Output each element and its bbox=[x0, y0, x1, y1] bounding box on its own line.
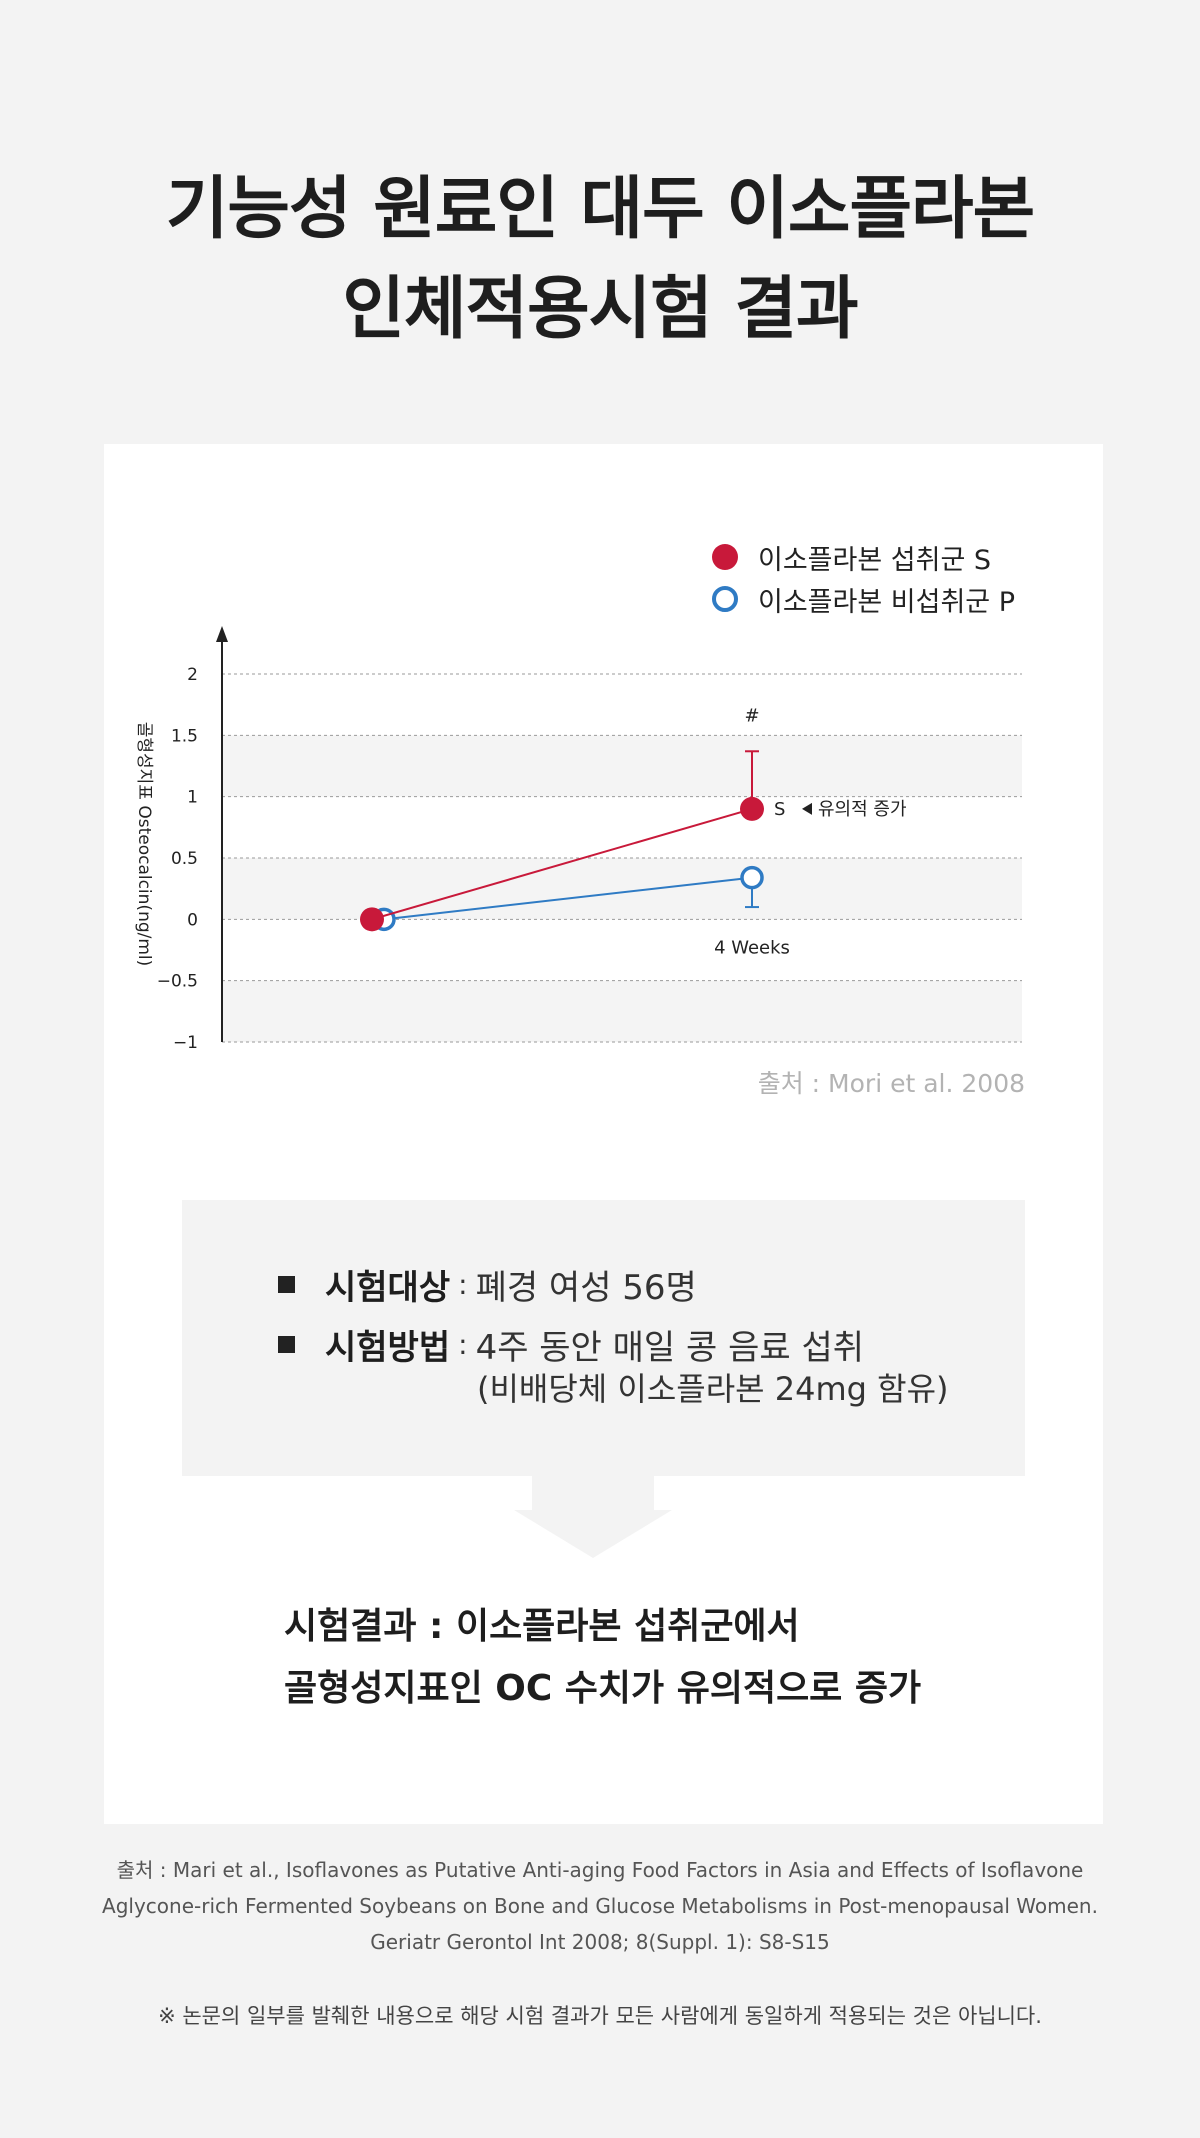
page-title-line1: 기능성 원료인 대두 이소플라본 bbox=[165, 170, 1035, 249]
grid-bands bbox=[222, 735, 1022, 1042]
trial-subject-row: 시험대상 : 폐경 여성 56명 bbox=[278, 1260, 697, 1309]
series-s bbox=[360, 750, 764, 932]
y-tick-label: −0.5 bbox=[157, 972, 198, 992]
y-tick-label: −1 bbox=[173, 1033, 198, 1053]
square-bullet-icon bbox=[278, 1336, 295, 1353]
chart-source: 출처 : Mori et al. 2008 bbox=[757, 1069, 1025, 1098]
page-title: 기능성 원료인 대두 이소플라본 인체적용시험 결과 bbox=[0, 160, 1200, 360]
left-triangle-icon bbox=[802, 802, 812, 815]
method-separator: : bbox=[458, 1328, 468, 1361]
page-title-line2: 인체적용시험 결과 bbox=[342, 270, 858, 349]
legend-item-p: 이소플라본 비섭취군 P bbox=[712, 578, 1015, 620]
down-arrow-icon bbox=[514, 1476, 672, 1558]
series-s-point bbox=[740, 796, 764, 821]
y-tick-label: 2 bbox=[187, 665, 198, 685]
osteocalcin-chart: 2 1.5 1 0.5 0 −0.5 −1 골형성지표 Osteocalcin(ng/ml)… bbox=[134, 626, 1022, 1053]
x-week-label: 4 Weeks bbox=[714, 937, 790, 958]
legend-label-s: 이소플라본 섭취군 S bbox=[758, 544, 992, 576]
grid-band bbox=[222, 735, 1022, 797]
method-subtext: (비배당체 이소플라본 24mg 함유) bbox=[477, 1370, 949, 1408]
y-tick-labels: 2 1.5 1 0.5 0 −0.5 −1 bbox=[157, 665, 198, 1053]
grid-lines bbox=[222, 673, 1022, 1043]
disclaimer: ※ 논문의 일부를 발췌한 내용으로 해당 시험 결과가 모든 사람에게 동일하… bbox=[158, 2004, 1042, 2028]
method-label: 시험방법 bbox=[325, 1328, 451, 1368]
trial-method-row: 시험방법 : 4주 동안 매일 콩 음료 섭취 bbox=[278, 1320, 864, 1369]
result-line2: 골형성지표인 OC 수치가 유의적으로 증가 bbox=[284, 1668, 922, 1709]
result-line1: 시험결과 : 이소플라본 섭취군에서 bbox=[284, 1606, 800, 1647]
legend-label-p: 이소플라본 비섭취군 P bbox=[758, 586, 1016, 618]
subject-separator: : bbox=[458, 1268, 468, 1301]
square-bullet-icon bbox=[278, 1276, 295, 1293]
y-tick-label: 0.5 bbox=[171, 849, 198, 869]
result-card: 이소플라본 섭취군 S 이소플라본 비섭취군 P 2 1.5 1 0.5 0 −0.5 −1… bbox=[104, 444, 1103, 1824]
s-annotation-label: S bbox=[774, 799, 785, 820]
increase-annotation: 유의적 증가 bbox=[818, 799, 907, 820]
chart-legend: 이소플라본 섭취군 S 이소플라본 비섭취군 P bbox=[712, 536, 1015, 620]
grid-band bbox=[222, 858, 1022, 920]
y-tick-label: 1 bbox=[187, 788, 198, 808]
series-s-line bbox=[371, 807, 753, 921]
significance-mark: # bbox=[744, 705, 759, 726]
citation-line3: Geriatr Gerontol Int 2008; 8(Suppl. 1): … bbox=[370, 1930, 830, 1954]
series-s-point bbox=[360, 907, 384, 932]
subject-label: 시험대상 bbox=[325, 1268, 451, 1308]
trial-info-box: 시험대상 : 폐경 여성 56명 시험방법 : 4주 동안 매일 콩 음료 섭취… bbox=[182, 1200, 1025, 1476]
grid-band bbox=[222, 980, 1022, 1042]
y-axis bbox=[216, 626, 228, 1042]
series-p-line bbox=[383, 876, 753, 921]
hollow-circle-icon bbox=[712, 586, 738, 612]
result-summary: 시험결과 : 이소플라본 섭취군에서 골형성지표인 OC 수치가 유의적으로 증… bbox=[284, 1596, 921, 1720]
y-axis-arrow-icon bbox=[216, 626, 228, 642]
y-tick-label: 0 bbox=[187, 910, 198, 930]
citation: 출처 : Mari et al., Isoflavones as Putativ… bbox=[0, 1852, 1200, 1960]
citation-line2: Aglycone-rich Fermented Soybeans on Bone… bbox=[102, 1894, 1098, 1918]
citation-line1: 출처 : Mari et al., Isoflavones as Putativ… bbox=[116, 1858, 1084, 1882]
series-p-point bbox=[740, 865, 764, 890]
subject-text: 폐경 여성 56명 bbox=[475, 1268, 697, 1308]
legend-item-s: 이소플라본 섭취군 S bbox=[712, 536, 1015, 578]
method-text: 4주 동안 매일 콩 음료 섭취 bbox=[475, 1328, 865, 1368]
y-tick-label: 1.5 bbox=[171, 726, 198, 746]
filled-circle-icon bbox=[712, 544, 738, 570]
y-axis-label: 골형성지표 Osteocalcin(ng/ml) bbox=[134, 722, 154, 967]
